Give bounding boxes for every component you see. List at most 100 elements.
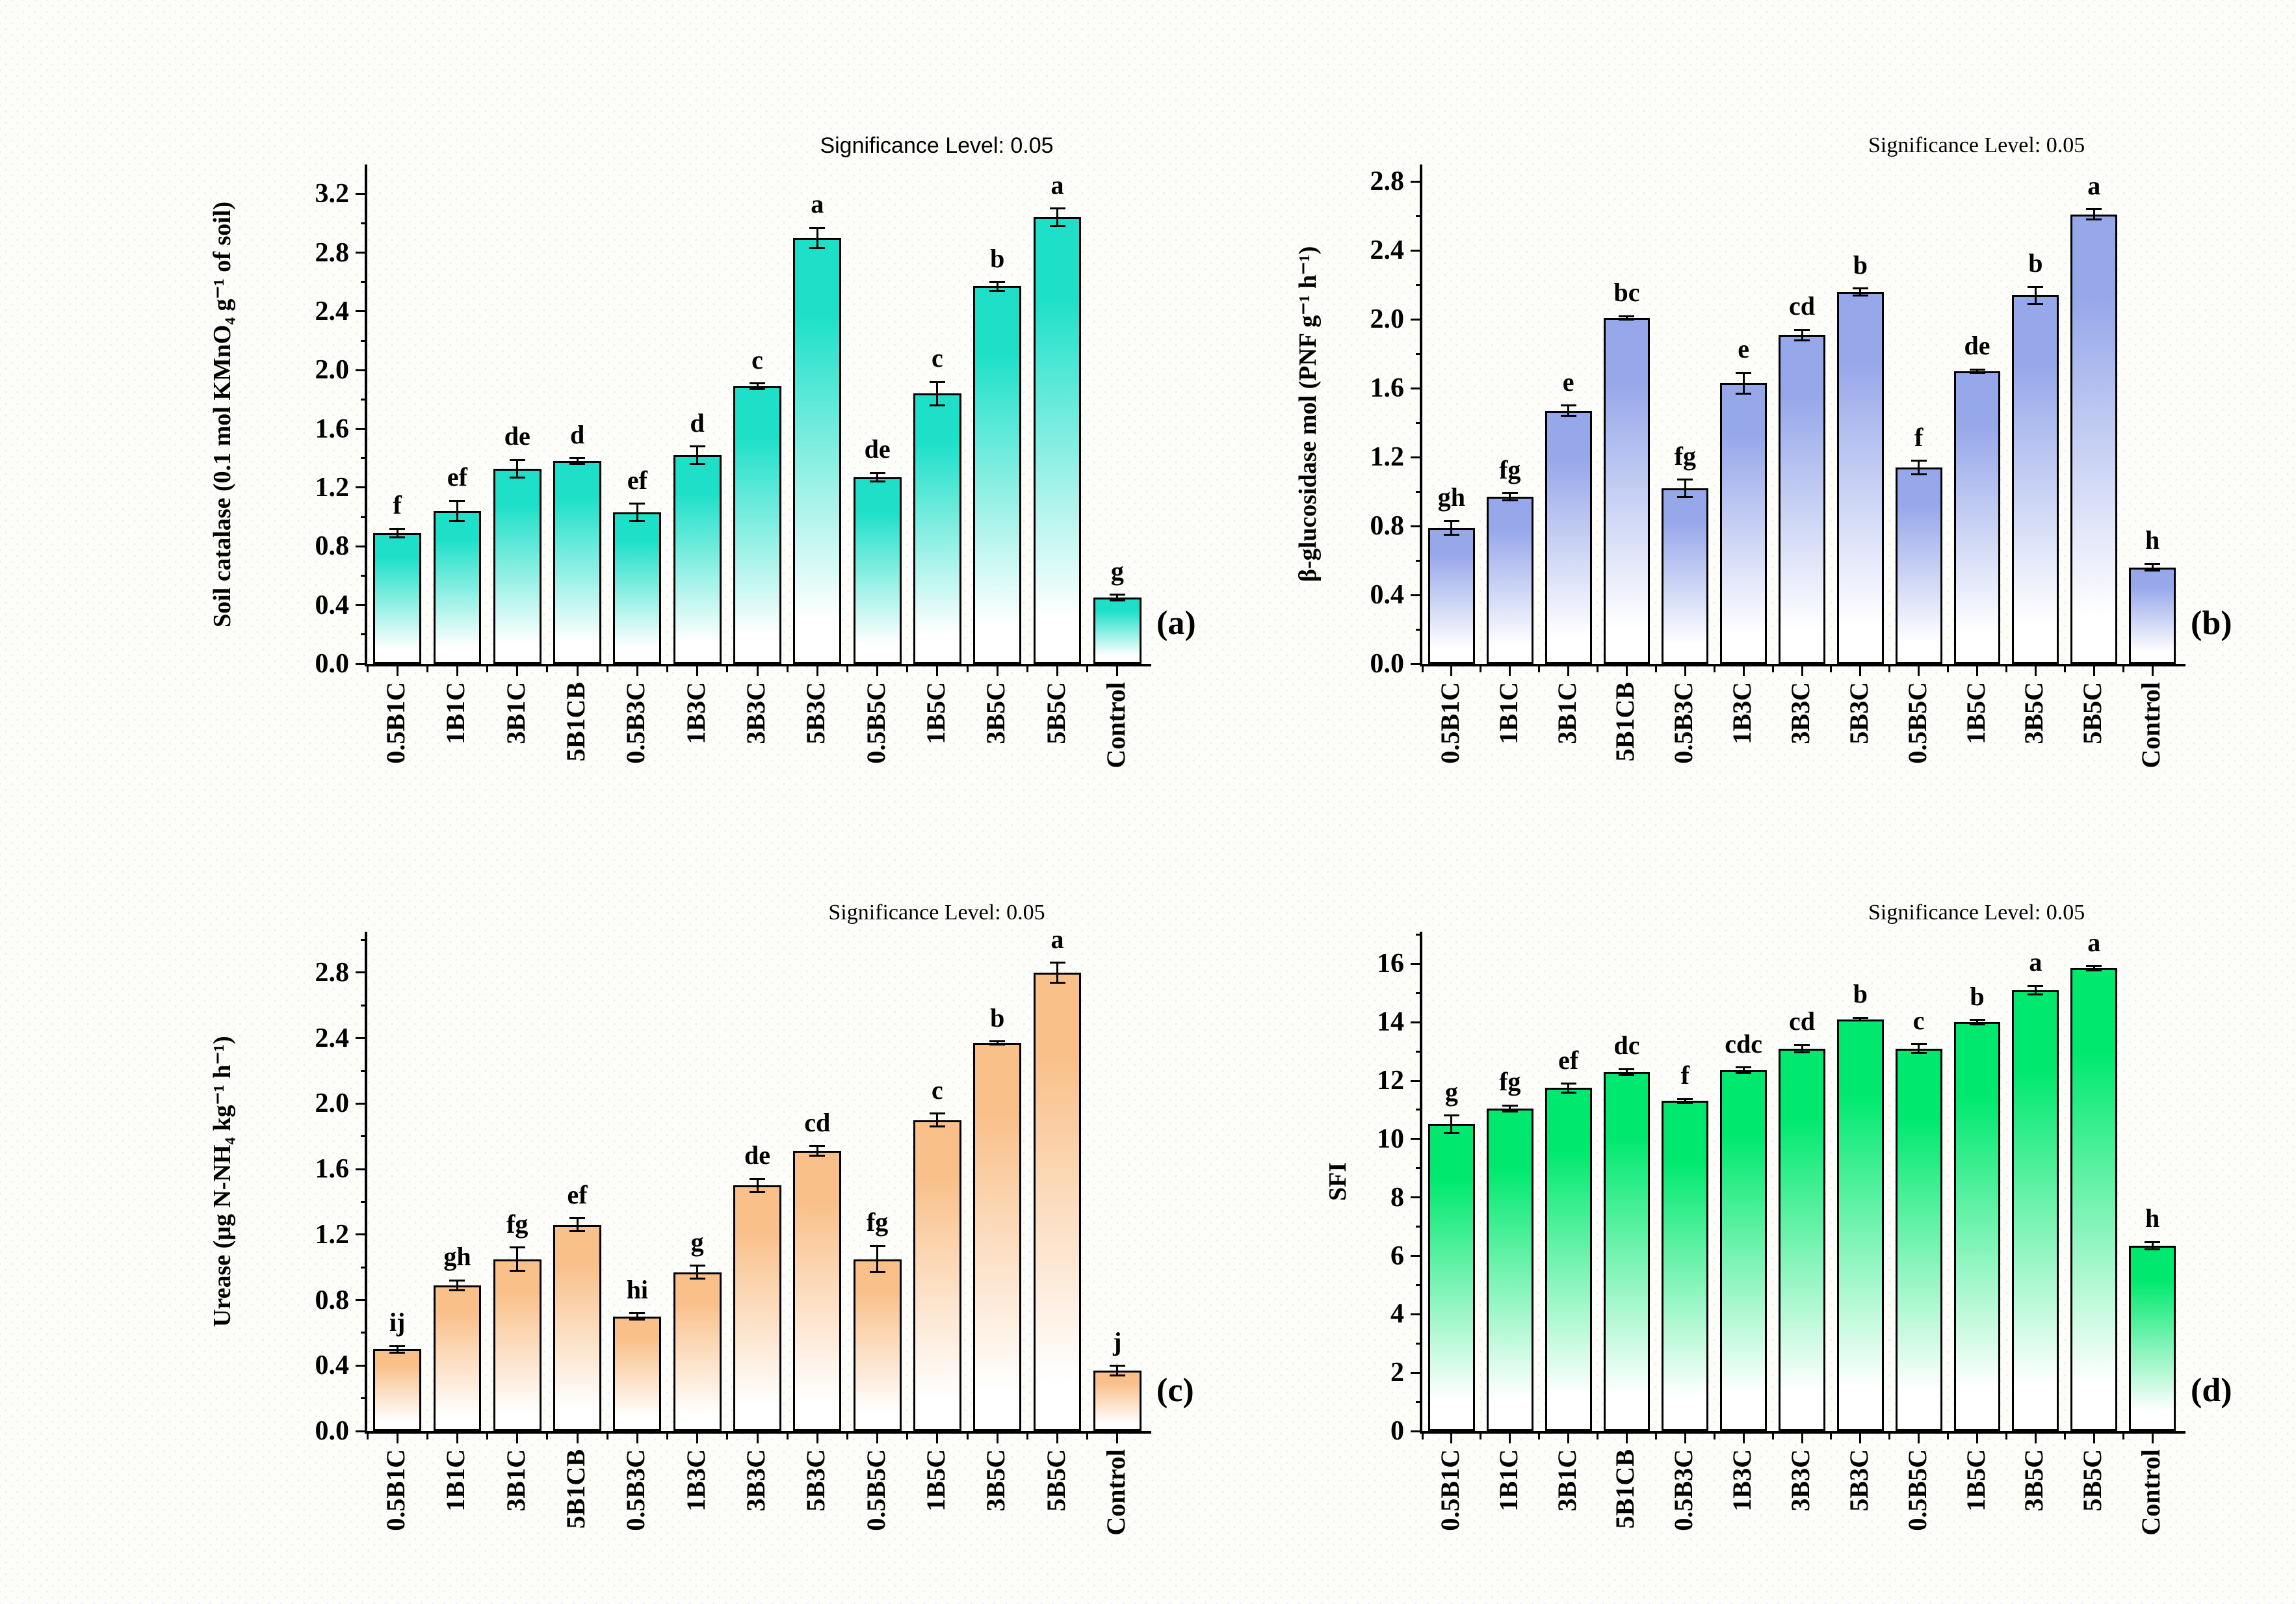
y-tick-label: 4: [1390, 1299, 1404, 1330]
x-category-label: 3B5C: [981, 1449, 1011, 1512]
error-bar: [1625, 1069, 1628, 1075]
error-bar-cap: [1502, 1110, 1518, 1112]
x-tick: [816, 666, 818, 676]
y-tick: [356, 663, 365, 665]
error-bar-cap: [1109, 1364, 1125, 1367]
x-tick: [396, 666, 398, 676]
error-bar-cap: [750, 1190, 765, 1193]
error-bar-cap: [750, 382, 765, 385]
y-tick-label: 2.8: [1370, 166, 1405, 197]
y-minor-tick: [361, 1135, 366, 1138]
error-bar-cap: [1443, 1114, 1459, 1117]
x-minor-tick: [2122, 666, 2124, 672]
y-tick: [356, 486, 365, 489]
bar: [2070, 214, 2118, 664]
y-tick: [1411, 962, 1420, 965]
error-bar-cap: [1969, 1023, 1985, 1026]
x-tick: [2093, 666, 2095, 676]
x-category-label: 0.5B3C: [621, 1449, 651, 1531]
bar: [1033, 217, 1082, 664]
error-bar-cap: [1852, 1016, 1868, 1019]
y-tick: [1411, 180, 1420, 183]
error-bar-cap: [1736, 371, 1752, 374]
y-tick-label: 0.4: [315, 1350, 350, 1381]
y-minor-tick: [361, 1332, 366, 1334]
x-minor-tick: [1771, 666, 1774, 672]
error-bar-cap: [389, 527, 406, 530]
bar: [1093, 1370, 1141, 1431]
x-tick: [1684, 1434, 1686, 1443]
y-minor-tick: [361, 1200, 366, 1203]
x-tick: [1801, 1434, 1803, 1443]
y-minor-tick: [1416, 1050, 1421, 1053]
error-bar: [1450, 521, 1453, 535]
x-category-label: Control: [1101, 1449, 1130, 1536]
x-tick: [396, 1434, 398, 1443]
x-category-label: 1B1C: [441, 1449, 471, 1512]
y-tick-label: 2.0: [315, 1088, 350, 1119]
panel-label: (a): [1156, 605, 1196, 642]
error-bar: [1859, 288, 1862, 296]
y-minor-tick: [361, 516, 366, 518]
x-tick: [636, 666, 638, 676]
y-tick-label: 1.2: [1370, 442, 1405, 473]
y-axis-line: [1420, 932, 1422, 1434]
y-tick-label: 8: [1390, 1182, 1404, 1213]
sig-letter: gh: [1437, 482, 1466, 512]
x-minor-tick: [726, 1434, 729, 1440]
bar: [1895, 1048, 1942, 1431]
x-tick: [1567, 666, 1570, 676]
y-tick: [1411, 1313, 1420, 1315]
error-bar: [1567, 405, 1570, 416]
bar: [1779, 1048, 1825, 1431]
sig-letter: cd: [804, 1107, 831, 1137]
bar: [1953, 1022, 2001, 1431]
chart-panel-c: Significance Level: 0.05 Urease (μg N-NH…: [209, 901, 1194, 1536]
chart-title: Significance Level: 0.05: [1868, 901, 2085, 925]
error-bar-cap: [449, 1289, 465, 1291]
error-bar-cap: [1911, 1043, 1927, 1045]
error-bar: [2034, 986, 2037, 995]
error-bar-cap: [389, 536, 406, 539]
x-category-label: 3B1C: [1552, 1449, 1582, 1512]
y-tick-label: 3.2: [315, 179, 350, 209]
error-bar-cap: [1560, 404, 1576, 407]
error-bar-cap: [569, 1217, 586, 1220]
chart-panel-d: Significance Level: 0.05 SFI (d) 0 2 4 6 8 10…: [1324, 901, 2232, 1536]
plot-area: 0.0 0.4 0.8 1.2 1.6 2.0 2.4 2.8 ij 0.5B1C gh 1B1C fg…: [315, 926, 1151, 1536]
y-tick-label: 14: [1377, 1007, 1404, 1038]
x-category-label: 1B3C: [681, 1449, 711, 1512]
error-bar-cap: [1443, 519, 1459, 522]
y-tick: [356, 252, 365, 254]
x-category-label: 1B1C: [1493, 682, 1523, 744]
error-bar-cap: [509, 1246, 525, 1249]
x-category-label: 0.5B3C: [1669, 1449, 1699, 1531]
x-minor-tick: [906, 666, 909, 672]
error-bar: [2093, 966, 2095, 971]
x-tick: [2151, 1434, 2154, 1443]
error-bar-cap: [1619, 1068, 1635, 1070]
x-minor-tick: [1026, 1434, 1028, 1440]
y-tick: [1411, 456, 1420, 458]
y-minor-tick: [1416, 628, 1421, 631]
bar: [1486, 1108, 1533, 1431]
sig-letter: ef: [627, 465, 647, 495]
x-minor-tick: [486, 1434, 489, 1440]
x-minor-tick: [2005, 1434, 2007, 1440]
y-tick-label: 1.2: [315, 472, 350, 503]
y-tick-label: 0.8: [1370, 511, 1405, 542]
y-minor-tick: [361, 574, 366, 577]
bar: [433, 1285, 482, 1431]
x-category-label: Control: [2136, 1449, 2166, 1536]
bar: [1720, 383, 1768, 664]
sig-letter: g: [1444, 1077, 1458, 1107]
y-tick-label: 0: [1390, 1416, 1404, 1446]
error-bar-cap: [1502, 492, 1518, 495]
error-bar: [576, 458, 579, 464]
sig-letter: a: [811, 189, 824, 219]
error-bar-cap: [689, 463, 705, 466]
sig-letter: fg: [1674, 441, 1696, 471]
x-tick: [876, 666, 879, 676]
x-minor-tick: [546, 1434, 549, 1440]
x-minor-tick: [1086, 666, 1089, 672]
